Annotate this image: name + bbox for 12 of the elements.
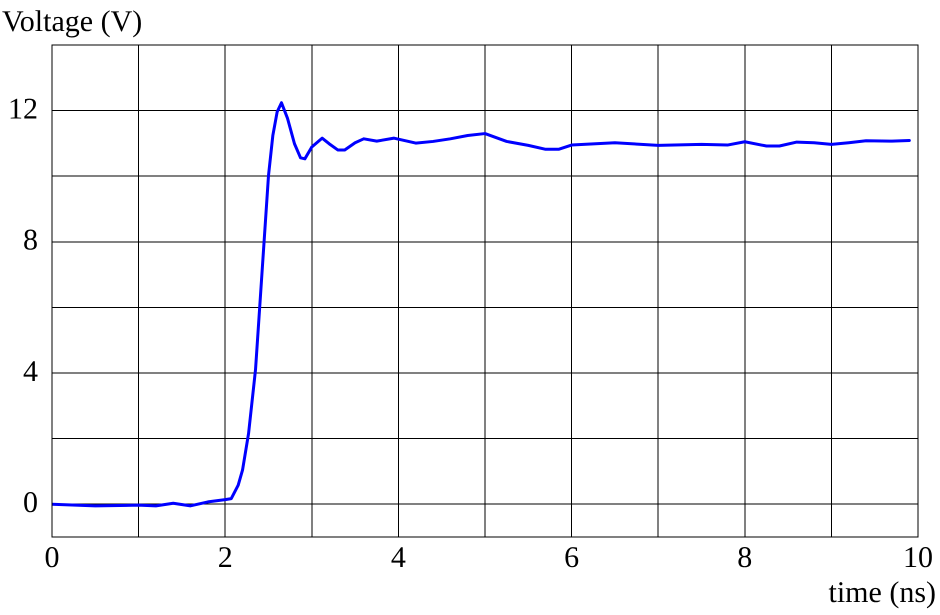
y-tick-label: 8 (23, 224, 38, 257)
x-tick-label: 0 (44, 540, 60, 574)
y-tick-label: 12 (8, 92, 38, 126)
x-tick-label: 6 (564, 540, 580, 574)
y-tick-label: 0 (23, 486, 38, 520)
y-axis-title: Voltage (V) (2, 4, 142, 38)
x-tick-label: 8 (737, 540, 752, 574)
x-tick-label: 4 (390, 540, 406, 574)
y-tick-label: 4 (23, 354, 38, 388)
x-axis-title: time (ns) (828, 576, 936, 609)
x-tick-label: 2 (218, 540, 233, 574)
x-tick-label: 10 (903, 540, 933, 574)
